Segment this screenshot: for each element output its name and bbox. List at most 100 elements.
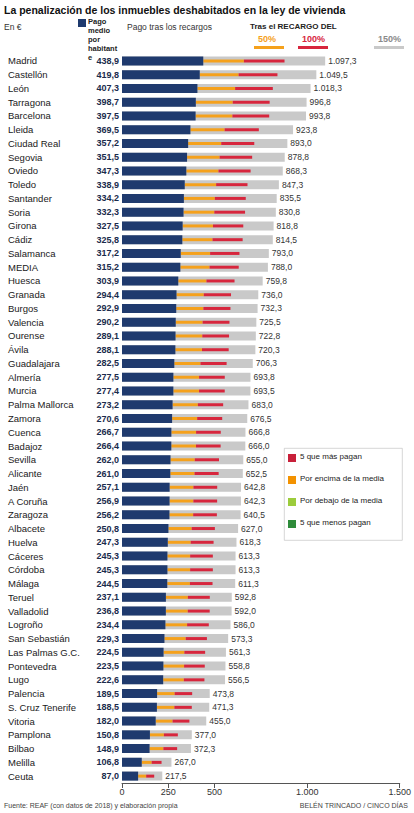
svg-text:1.000: 1.000	[296, 787, 319, 797]
svg-text:Barcelona: Barcelona	[8, 110, 51, 121]
svg-text:150%: 150%	[378, 34, 401, 44]
svg-text:Valencia: Valencia	[8, 317, 44, 328]
svg-text:Cádiz: Cádiz	[8, 234, 33, 245]
svg-text:267,0: 267,0	[174, 757, 196, 767]
svg-text:250: 250	[161, 787, 176, 797]
svg-text:270,6: 270,6	[96, 414, 119, 424]
svg-text:Ceuta: Ceuta	[8, 771, 34, 782]
svg-text:Por debajo de la media: Por debajo de la media	[300, 496, 383, 505]
svg-text:996,8: 996,8	[310, 97, 332, 107]
svg-text:Huesca: Huesca	[8, 275, 41, 286]
svg-text:Cáceres: Cáceres	[8, 551, 44, 562]
svg-text:San Sebastián: San Sebastián	[8, 633, 70, 644]
svg-text:558,8: 558,8	[228, 661, 250, 671]
svg-text:Soria: Soria	[8, 207, 31, 218]
svg-text:Madrid: Madrid	[8, 55, 37, 66]
svg-text:Alicante: Alicante	[8, 468, 42, 479]
svg-text:923,8: 923,8	[296, 125, 318, 135]
svg-text:835,5: 835,5	[280, 193, 302, 203]
svg-text:Segovia: Segovia	[8, 152, 43, 163]
svg-text:369,5: 369,5	[96, 125, 119, 135]
svg-text:MEDIA: MEDIA	[8, 262, 39, 273]
svg-text:Toledo: Toledo	[8, 179, 36, 190]
svg-text:398,7: 398,7	[96, 97, 119, 107]
svg-text:106,8: 106,8	[96, 757, 119, 767]
svg-text:BELÉN TRINCADO / CINCO DÍAS: BELÉN TRINCADO / CINCO DÍAS	[300, 801, 408, 809]
svg-text:640,5: 640,5	[244, 510, 266, 520]
svg-text:Fuente: REAF (con datos de 201: Fuente: REAF (con datos de 2018) y elabo…	[4, 802, 178, 810]
svg-text:Valladolid: Valladolid	[8, 606, 49, 617]
svg-text:652,5: 652,5	[246, 469, 268, 479]
svg-text:habitant: habitant	[88, 44, 118, 53]
svg-text:676,5: 676,5	[250, 414, 272, 424]
svg-text:292,9: 292,9	[96, 303, 119, 313]
svg-text:722,8: 722,8	[259, 331, 281, 341]
svg-text:438,9: 438,9	[96, 56, 119, 66]
svg-text:338,9: 338,9	[96, 180, 119, 190]
svg-text:720,3: 720,3	[258, 345, 280, 355]
svg-text:561,3: 561,3	[229, 647, 251, 657]
svg-text:455,0: 455,0	[209, 716, 231, 726]
svg-text:Málaga: Málaga	[8, 578, 40, 589]
svg-text:818,8: 818,8	[277, 221, 299, 231]
svg-text:Albacete: Albacete	[8, 523, 45, 534]
svg-text:247,3: 247,3	[96, 537, 119, 547]
svg-text:Burgos: Burgos	[8, 303, 38, 314]
svg-text:Palma Mallorca: Palma Mallorca	[8, 399, 74, 410]
svg-text:Ourense: Ourense	[8, 330, 44, 341]
svg-text:50%: 50%	[258, 34, 276, 44]
svg-text:893,0: 893,0	[290, 138, 312, 148]
svg-text:618,3: 618,3	[239, 537, 261, 547]
svg-text:666,8: 666,8	[248, 427, 270, 437]
svg-text:868,3: 868,3	[286, 166, 308, 176]
svg-text:100%: 100%	[302, 34, 325, 44]
svg-text:e: e	[88, 53, 92, 62]
svg-text:830,8: 830,8	[279, 207, 301, 217]
svg-text:586,0: 586,0	[234, 620, 256, 630]
svg-text:993,8: 993,8	[309, 111, 331, 121]
svg-text:Ávila: Ávila	[8, 344, 29, 355]
svg-text:0: 0	[119, 787, 124, 797]
svg-text:693,8: 693,8	[253, 372, 275, 382]
svg-text:611,3: 611,3	[238, 579, 259, 589]
svg-text:1.500: 1.500	[388, 787, 411, 797]
svg-text:Girona: Girona	[8, 220, 37, 231]
svg-text:Bilbao: Bilbao	[8, 743, 34, 754]
svg-text:592,8: 592,8	[235, 592, 257, 602]
svg-text:Salamanca: Salamanca	[8, 248, 56, 259]
svg-text:Lleida: Lleida	[8, 124, 34, 135]
svg-text:347,3: 347,3	[96, 166, 119, 176]
svg-text:Las Palmas G.C.: Las Palmas G.C.	[8, 647, 80, 658]
svg-text:223,5: 223,5	[96, 661, 119, 671]
svg-text:244,5: 244,5	[96, 579, 119, 589]
svg-text:S. Cruz Tenerife: S. Cruz Tenerife	[8, 702, 76, 713]
svg-text:Huelva: Huelva	[8, 537, 38, 548]
svg-text:Tarragona: Tarragona	[8, 97, 51, 108]
svg-text:245,3: 245,3	[96, 565, 119, 575]
svg-text:Granada: Granada	[8, 289, 46, 300]
svg-text:706,3: 706,3	[256, 358, 278, 368]
svg-text:1.018,3: 1.018,3	[314, 83, 343, 93]
svg-text:732,3: 732,3	[261, 303, 283, 313]
svg-text:por: por	[88, 35, 102, 44]
svg-text:407,3: 407,3	[96, 83, 119, 93]
svg-text:351,5: 351,5	[96, 152, 119, 162]
svg-text:Pamplona: Pamplona	[8, 729, 51, 740]
svg-text:683,0: 683,0	[251, 400, 273, 410]
svg-text:573,3: 573,3	[231, 634, 253, 644]
svg-text:Melilla: Melilla	[8, 757, 36, 768]
svg-text:5 que más pagan: 5 que más pagan	[300, 452, 362, 461]
svg-text:315,2: 315,2	[96, 262, 119, 272]
svg-text:256,9: 256,9	[96, 496, 119, 506]
svg-text:334,2: 334,2	[96, 193, 119, 203]
svg-text:Por encima de la media: Por encima de la media	[300, 474, 385, 483]
svg-text:473,8: 473,8	[213, 689, 235, 699]
svg-text:372,3: 372,3	[194, 744, 216, 754]
svg-text:303,9: 303,9	[96, 276, 119, 286]
svg-text:Teruel: Teruel	[8, 592, 34, 603]
svg-text:471,3: 471,3	[212, 702, 234, 712]
svg-text:Oviedo: Oviedo	[8, 165, 38, 176]
svg-text:Sevilla: Sevilla	[8, 454, 37, 465]
svg-text:Almería: Almería	[8, 372, 41, 383]
svg-text:250,8: 250,8	[96, 524, 119, 534]
